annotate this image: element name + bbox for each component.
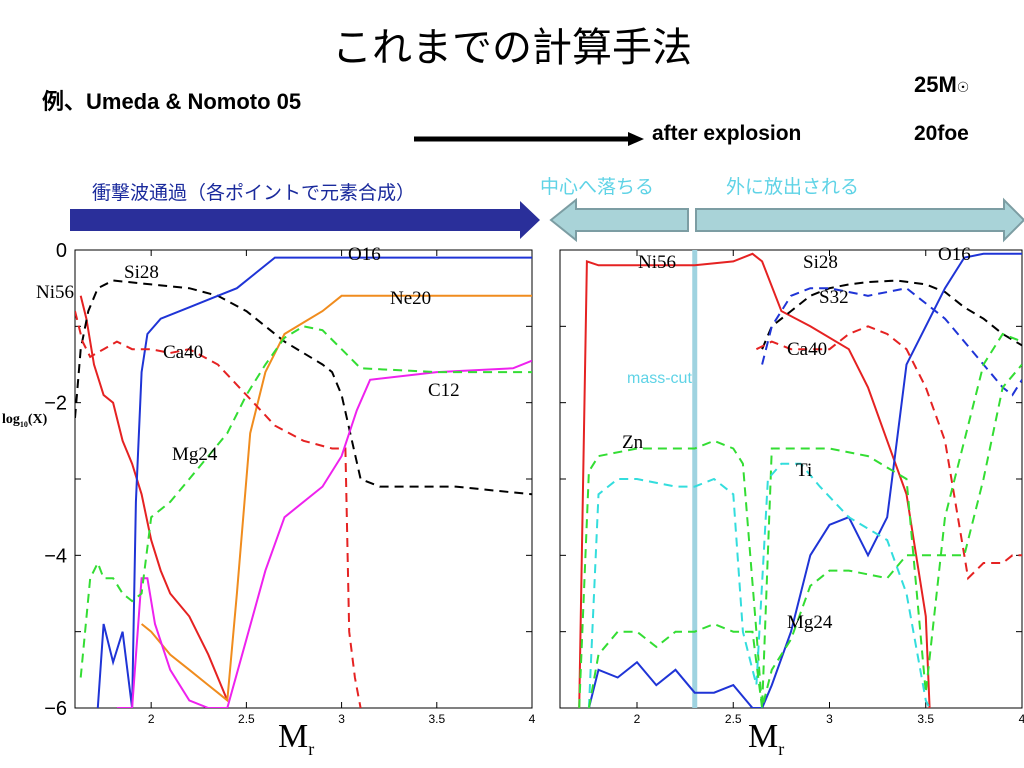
series-ti bbox=[587, 462, 931, 708]
y-tick-label: −4 bbox=[44, 545, 67, 567]
slide-title: これまでの計算手法 bbox=[332, 25, 692, 71]
series-label-ni56: Ni56 bbox=[638, 252, 676, 273]
series-label-o16: O16 bbox=[938, 244, 971, 265]
series-ni56 bbox=[578, 252, 931, 708]
series-label-mg24: Mg24 bbox=[172, 444, 218, 465]
x-tick-label: 4 bbox=[1019, 712, 1024, 726]
arrows-layer bbox=[70, 197, 1024, 243]
series-ca40 bbox=[755, 325, 1022, 581]
series-label-ca40: Ca40 bbox=[163, 342, 203, 363]
series-label-zn: Zn bbox=[622, 432, 644, 453]
x-tick-label: 3.5 bbox=[428, 712, 445, 726]
chart-left: 2 2.5 3 3.5 4 0 −2 −4 −6 Ni56 Si28 O16 Ne20 Ca40 C12 Mg… bbox=[36, 240, 536, 726]
series-label-ni56: Ni56 bbox=[36, 282, 74, 303]
chart-right: 2 2.5 3 3.5 4 Ni56 Si28 O16 S32 Ca40 Zn Ti Mg24 mass-… bbox=[559, 244, 1024, 726]
x-axis-label-right: Mr bbox=[748, 718, 785, 759]
series-s32 bbox=[761, 287, 1022, 397]
series-si28 bbox=[75, 279, 532, 496]
x-tick-label: 4 bbox=[529, 712, 536, 726]
y-tick-label: −2 bbox=[44, 393, 67, 415]
energy-label: 20foe bbox=[914, 122, 969, 145]
x-tick-label: 3 bbox=[338, 712, 345, 726]
series-c12 bbox=[116, 359, 532, 708]
example-caption: 例、Umeda & Nomoto 05 bbox=[42, 89, 302, 114]
series-label-ca40: Ca40 bbox=[787, 339, 827, 360]
fall-caption: 中心へ落ちる bbox=[540, 176, 655, 198]
series-label-ti: Ti bbox=[796, 460, 812, 481]
x-axis-label-left: Mr bbox=[278, 718, 315, 759]
eject-arrow-icon bbox=[695, 197, 1024, 243]
series-o16 bbox=[587, 252, 1022, 708]
y-tick-label: 0 bbox=[56, 240, 67, 262]
after-explosion-label: after explosion bbox=[652, 122, 802, 145]
mass-value: 25M bbox=[914, 72, 957, 97]
series-si28 bbox=[761, 279, 1022, 350]
x-tick-label: 3 bbox=[826, 712, 833, 726]
series-label-o16: O16 bbox=[348, 244, 381, 265]
shock-arrow-icon bbox=[70, 201, 540, 239]
series-o16 bbox=[96, 256, 532, 708]
series-label-s32: S32 bbox=[819, 287, 849, 308]
x-tick-label: 2.5 bbox=[725, 712, 742, 726]
y-axis-label: log10(X) bbox=[2, 412, 48, 429]
mass-caption: 25M☉ bbox=[914, 72, 969, 98]
series-label-mg24: Mg24 bbox=[787, 612, 833, 633]
series-mg24 bbox=[79, 325, 532, 678]
series-mg24 bbox=[587, 363, 1022, 708]
plot-frame bbox=[559, 249, 1023, 709]
x-tick-label: 2 bbox=[634, 712, 641, 726]
series-label-c12: C12 bbox=[428, 380, 460, 401]
mass-cut-label: mass-cut bbox=[627, 370, 692, 387]
x-tick-label: 2.5 bbox=[238, 712, 255, 726]
series-label-si28: Si28 bbox=[124, 262, 159, 283]
shock-caption: 衝撃波通過（各ポイントで元素合成） bbox=[92, 182, 416, 204]
plot-frame bbox=[74, 249, 533, 709]
series-ca40 bbox=[75, 310, 362, 708]
sun-symbol-icon: ☉ bbox=[956, 79, 970, 95]
fall-arrow-icon bbox=[549, 197, 689, 243]
after-explosion-arrow-icon bbox=[414, 132, 644, 146]
series-label-ne20: Ne20 bbox=[390, 288, 431, 309]
x-tick-label: 2 bbox=[148, 712, 155, 726]
series-ne20 bbox=[140, 294, 532, 703]
y-tick-label: −6 bbox=[44, 698, 67, 720]
series-label-si28: Si28 bbox=[803, 252, 838, 273]
series-zn bbox=[578, 332, 1022, 708]
x-tick-label: 3.5 bbox=[917, 712, 934, 726]
eject-caption: 外に放出される bbox=[726, 176, 860, 198]
